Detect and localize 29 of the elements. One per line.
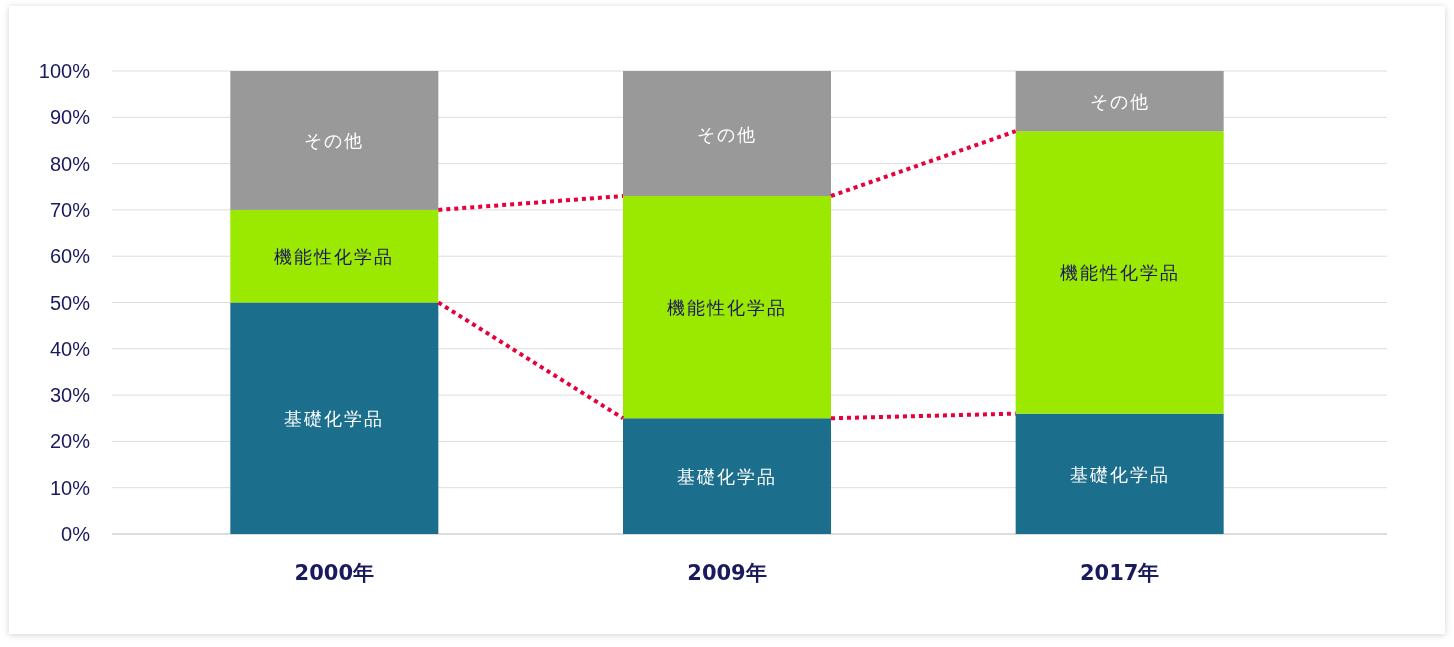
- y-tick-label: 80%: [49, 152, 91, 175]
- y-tick-label: 0%: [61, 523, 91, 545]
- x-tick-label: 2000年: [294, 561, 375, 585]
- y-tick-label: 10%: [49, 476, 91, 499]
- x-tick-label: 2009年: [687, 561, 767, 585]
- bar: [1015, 131, 1224, 414]
- x-tick-label: 2017年: [1079, 561, 1160, 585]
- y-tick-label: 70%: [49, 198, 91, 221]
- text: 基礎化学品: [1069, 463, 1170, 485]
- y-tick-label: 20%: [49, 430, 91, 453]
- y-tick-label: 100%: [38, 60, 91, 82]
- y-tick-label: 50%: [49, 291, 91, 314]
- bar: [230, 71, 439, 210]
- y-tick-label: 90%: [49, 106, 91, 129]
- y-tick-label: 40%: [49, 337, 91, 360]
- text: 基礎化学品: [284, 408, 385, 430]
- series-label: その他: [1089, 91, 1150, 113]
- bar: [1015, 71, 1224, 132]
- bar: [230, 209, 439, 303]
- text: 機能性化学品: [1059, 262, 1180, 284]
- series-label: 機能性化学品: [274, 246, 395, 268]
- y-tick-label: 60%: [49, 245, 91, 268]
- bar: [623, 418, 831, 534]
- bar: [1015, 413, 1224, 534]
- text: その他: [304, 130, 365, 152]
- y-tick-label: 30%: [49, 384, 91, 407]
- text: その他: [697, 123, 757, 145]
- series-label: 基礎化学品: [677, 466, 777, 488]
- text: 機能性化学品: [667, 297, 787, 319]
